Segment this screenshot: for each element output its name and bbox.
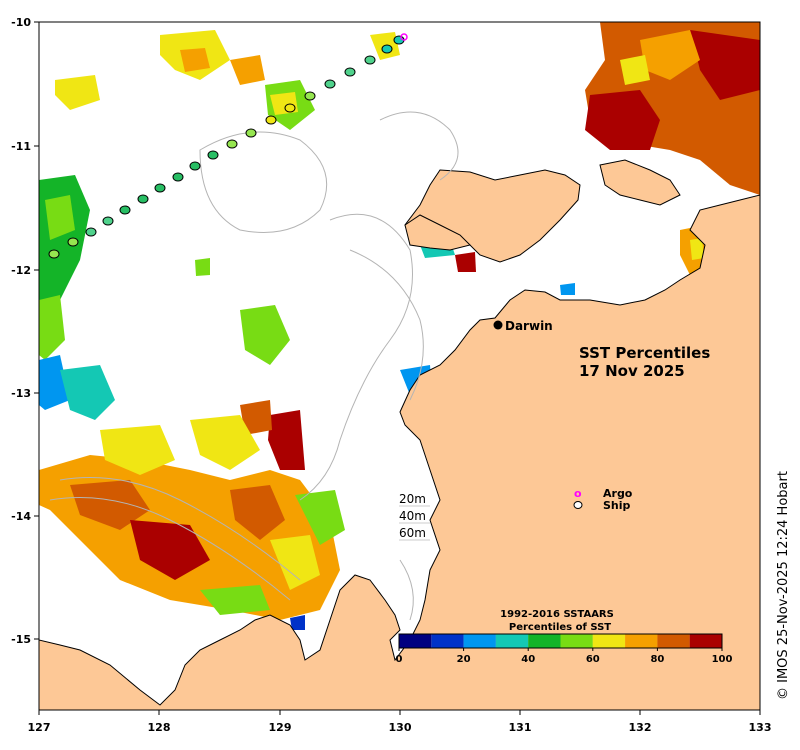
ship-observation-marker[interactable] [85,227,97,237]
argo-legend-label: Argo [603,487,633,500]
lon-tick-label: 129 [269,721,292,734]
copyright-credit: © IMOS 25-Nov-2025 12:24 Hobart [776,471,791,700]
colorbar-swatch [625,634,658,648]
depth-label-60m: 60m [399,526,426,540]
lon-tick-label: 128 [148,721,171,734]
depth-label-20m: 20m [399,492,426,506]
lon-tick-label: 127 [28,721,51,734]
colorbar-swatch [495,634,529,648]
colorbar-swatch [528,634,561,648]
ship-observation-marker[interactable] [154,183,166,193]
lon-tick-label: 131 [509,721,532,734]
argo-float-marker[interactable] [400,33,408,41]
ship-observation-marker[interactable] [226,139,238,149]
colorbar-swatch [592,634,626,648]
lat-tick-label: -14 [11,510,31,523]
ship-observation-marker[interactable] [189,161,201,171]
colorbar-swatch [431,634,464,648]
ship-observation-marker[interactable] [102,216,114,226]
ship-observation-marker[interactable] [172,172,184,182]
ship-observation-marker[interactable] [381,44,393,54]
colorbar-title: 1992-2016 SSTAARS [500,609,614,620]
colorbar-frame [398,633,723,649]
ship-observation-marker[interactable] [119,205,131,215]
ship-legend-symbol [573,501,583,509]
ship-observation-marker[interactable] [284,103,296,113]
ship-observation-marker[interactable] [265,115,277,125]
cobourg-peninsula [599,159,681,206]
map-date: 17 Nov 2025 [579,362,685,380]
ship-observation-marker[interactable] [67,237,79,247]
ship-observation-marker[interactable] [48,249,60,259]
map-title: SST Percentiles [579,344,710,362]
lon-tick-label: 132 [629,721,652,734]
colorbar-tick-label: 0 [396,654,403,665]
lon-tick-label: 130 [389,721,412,734]
lat-tick-label: -10 [11,16,31,29]
latitude-axis: -10 -11 -12 -13 -14 -15 [11,16,39,646]
lat-tick-label: -11 [11,140,31,153]
colorbar-swatch [463,634,496,648]
argo-legend-symbol: o [574,487,582,500]
bathurst-island [404,214,471,251]
colorbar-swatch [399,634,432,648]
colorbar-tick-label: 60 [586,654,600,665]
ship-observation-marker[interactable] [364,55,376,65]
colorbar: 1992-2016 SSTAARS Percentiles of SST 0 20… [396,609,733,665]
ship-legend-label: Ship [603,499,631,512]
lon-tick-label: 133 [749,721,772,734]
lat-tick-label: -13 [11,387,31,400]
colorbar-tick-label: 20 [457,654,471,665]
darwin-marker[interactable] [493,320,503,330]
argo-floats [400,33,408,41]
colorbar-swatch [657,634,690,648]
ship-observation-marker[interactable] [304,91,316,101]
ship-observation-marker[interactable] [344,67,356,77]
ship-track [48,35,405,259]
ship-observation-marker[interactable] [324,79,336,89]
longitude-axis: 127 128 129 130 131 132 133 [28,710,772,734]
depth-contours [49,111,459,621]
colorbar-tick-label: 80 [650,654,664,665]
lat-tick-label: -12 [11,264,31,277]
darwin-label: Darwin [505,319,553,333]
sst-percentile-field [39,22,760,630]
lat-tick-label: -15 [11,633,31,646]
colorbar-tick-label: 100 [712,654,733,665]
colorbar-swatch [560,634,593,648]
colorbar-subtitle: Percentiles of SST [509,622,611,633]
depth-legend: 20m 40m 60m [399,492,430,541]
ship-observation-marker[interactable] [137,194,149,204]
colorbar-swatch [689,634,722,648]
symbol-legend: o Argo Ship [573,487,633,512]
map-area[interactable] [39,22,760,710]
colorbar-tick-label: 40 [521,654,535,665]
ship-observation-marker[interactable] [245,128,257,138]
ship-observation-marker[interactable] [207,150,219,160]
depth-label-40m: 40m [399,509,426,523]
